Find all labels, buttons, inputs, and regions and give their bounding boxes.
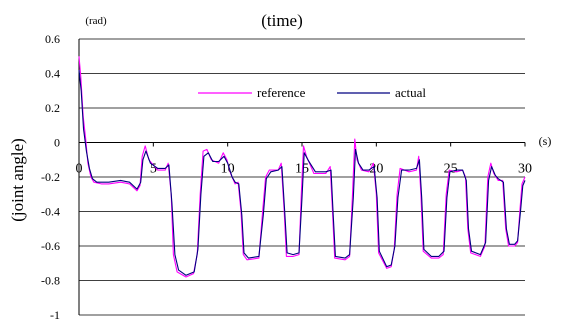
series-lines: [78, 56, 526, 278]
y-axis-label: (joint angle): [8, 138, 27, 222]
chart-title: (time): [261, 11, 303, 30]
y-tick-label-4: -0.2: [41, 170, 60, 184]
y-tick-label-1: 0.4: [45, 67, 60, 81]
x-tick-label-1: 5: [150, 162, 157, 177]
y-tick-label-5: -0.4: [41, 205, 60, 219]
series-line-actual: [78, 69, 526, 276]
y-tick-label-8: -1: [50, 308, 60, 322]
y-unit-label: (rad): [85, 15, 107, 27]
x-unit-label: (s): [539, 134, 552, 148]
legend: reference actual: [198, 85, 426, 100]
y-tick-label-6: -0.6: [41, 239, 60, 253]
y-tick-labels: 0.6 0.4 0.2 0 -0.2 -0.4 -0.6 -0.8 -1: [41, 32, 60, 322]
y-tick-label-0: 0.6: [45, 32, 60, 46]
grid-lines: [79, 38, 525, 316]
y-tick-label-7: -0.8: [41, 274, 60, 288]
x-tick-label-5: 25: [444, 162, 458, 177]
x-tick-label-6: 30: [518, 162, 532, 177]
y-tick-label-2: 0.2: [45, 101, 60, 115]
legend-actual-label: actual: [395, 85, 426, 100]
y-tick-label-3: 0: [54, 136, 60, 150]
legend-reference-label: reference: [257, 85, 306, 100]
